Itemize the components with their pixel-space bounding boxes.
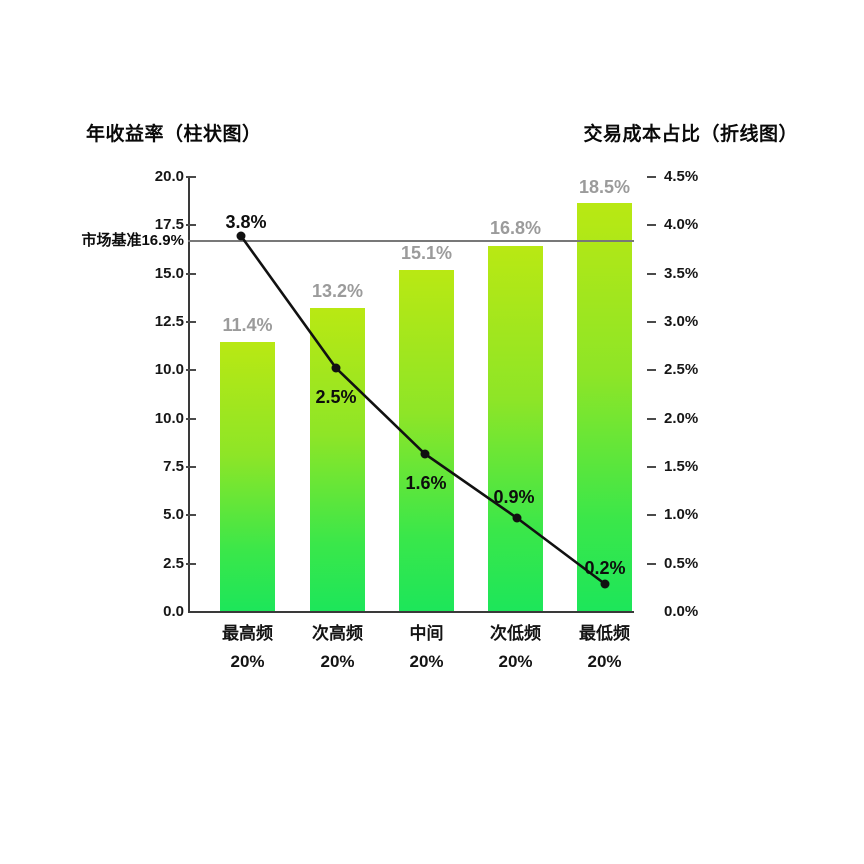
x-axis-category-label: 次低频 20% [456, 620, 576, 676]
right-axis-tick-label: 2.0% [664, 409, 699, 427]
x-axis-category-line: 20% [320, 652, 355, 671]
right-axis-tick-mark [647, 417, 656, 420]
bar-最低频 [577, 203, 632, 611]
left-axis-tick-label: 0.0 [163, 602, 184, 620]
line-value-label: 0.9% [493, 487, 535, 507]
left-axis-tick-mark [186, 176, 196, 178]
right-axis-tick-label: 1.0% [664, 506, 699, 524]
left-axis-tick-label: 20.0 [154, 168, 184, 185]
right-axis-tick-mark [647, 562, 656, 565]
left-axis-tick-label: 2.5 [163, 554, 184, 572]
left-axis-tick-mark [186, 465, 196, 468]
right-axis-tick-label: 0.0% [664, 602, 699, 620]
x-axis-line [188, 611, 634, 613]
right-axis-tick-label: 3.5% [664, 264, 699, 282]
x-axis-category-line: 次低频 [490, 624, 541, 643]
x-axis-category-line: 20% [498, 652, 533, 671]
x-axis-category-label: 中间 20% [367, 620, 487, 676]
bar-次高频 [310, 308, 365, 611]
right-axis-tick-mark [647, 320, 656, 323]
bar-value-label: 18.5% [578, 177, 631, 197]
line-value-label: 3.8% [225, 212, 267, 232]
x-axis-category-line: 中间 [409, 624, 444, 643]
x-axis-category-label: 最低频 20% [545, 620, 665, 676]
x-axis-category-line: 20% [587, 652, 622, 671]
x-axis-category-line: 最低频 [579, 624, 630, 643]
left-axis-title: 年收益率（柱状图） [86, 124, 262, 145]
y-axis-line [188, 177, 190, 613]
left-axis-tick-mark [186, 417, 196, 420]
right-axis-title: 交易成本占比（折线图） [583, 124, 798, 145]
bar-次低频 [488, 246, 543, 611]
line-value-label: 0.2% [584, 558, 626, 578]
left-axis-tick-mark [186, 272, 196, 275]
right-axis-tick-mark [647, 465, 656, 468]
left-axis-tick-label: 12.5 [154, 312, 184, 330]
bar-value-label: 11.4% [222, 315, 273, 335]
bar-最高频 [220, 342, 275, 611]
x-axis-category-label: 最高频 20% [188, 620, 308, 676]
right-axis-tick-label: 1.5% [664, 457, 699, 475]
x-axis-category-label: 次高频 20% [278, 620, 398, 676]
right-axis-tick-label: 0.5% [664, 554, 699, 572]
left-axis-tick-label: 10.0 [154, 361, 184, 379]
left-axis-tick-mark [186, 562, 196, 565]
benchmark-line [188, 240, 634, 242]
bar-中间 [399, 270, 454, 611]
bar-value-label: 15.1% [400, 243, 453, 263]
left-axis-tick-mark [186, 224, 196, 227]
right-axis-tick-mark [647, 369, 656, 372]
bar-value-label: 16.8% [489, 218, 542, 238]
benchmark-label: 市场基准16.9% [81, 232, 184, 249]
right-axis-tick-label: 3.0% [664, 312, 699, 330]
right-axis-tick-mark [647, 176, 656, 178]
left-axis-tick-label: 17.5 [154, 216, 184, 234]
right-axis-tick-mark [647, 272, 656, 275]
left-axis-tick-label: 10.0 [154, 409, 184, 427]
left-axis-tick-mark [186, 369, 196, 372]
left-axis-tick-mark [186, 514, 196, 517]
left-axis-tick-label: 15.0 [154, 264, 184, 282]
right-axis-tick-mark [647, 224, 656, 227]
bar-value-label: 13.2% [311, 281, 364, 301]
line-value-label: 2.5% [315, 387, 357, 407]
right-axis-tick-label: 2.5% [664, 361, 699, 379]
x-axis-category-line: 20% [409, 652, 444, 671]
left-axis-tick-label: 7.5 [163, 457, 184, 475]
right-axis-tick-label: 4.0% [664, 216, 699, 234]
left-axis-tick-label: 5.0 [163, 506, 184, 524]
x-axis-category-line: 20% [230, 652, 265, 671]
right-axis-tick-label: 4.5% [664, 168, 699, 185]
x-axis-category-line: 次高频 [312, 624, 363, 643]
left-axis-tick-mark [186, 320, 196, 323]
x-axis-category-line: 最高频 [222, 624, 273, 643]
right-axis-tick-mark [647, 514, 656, 517]
